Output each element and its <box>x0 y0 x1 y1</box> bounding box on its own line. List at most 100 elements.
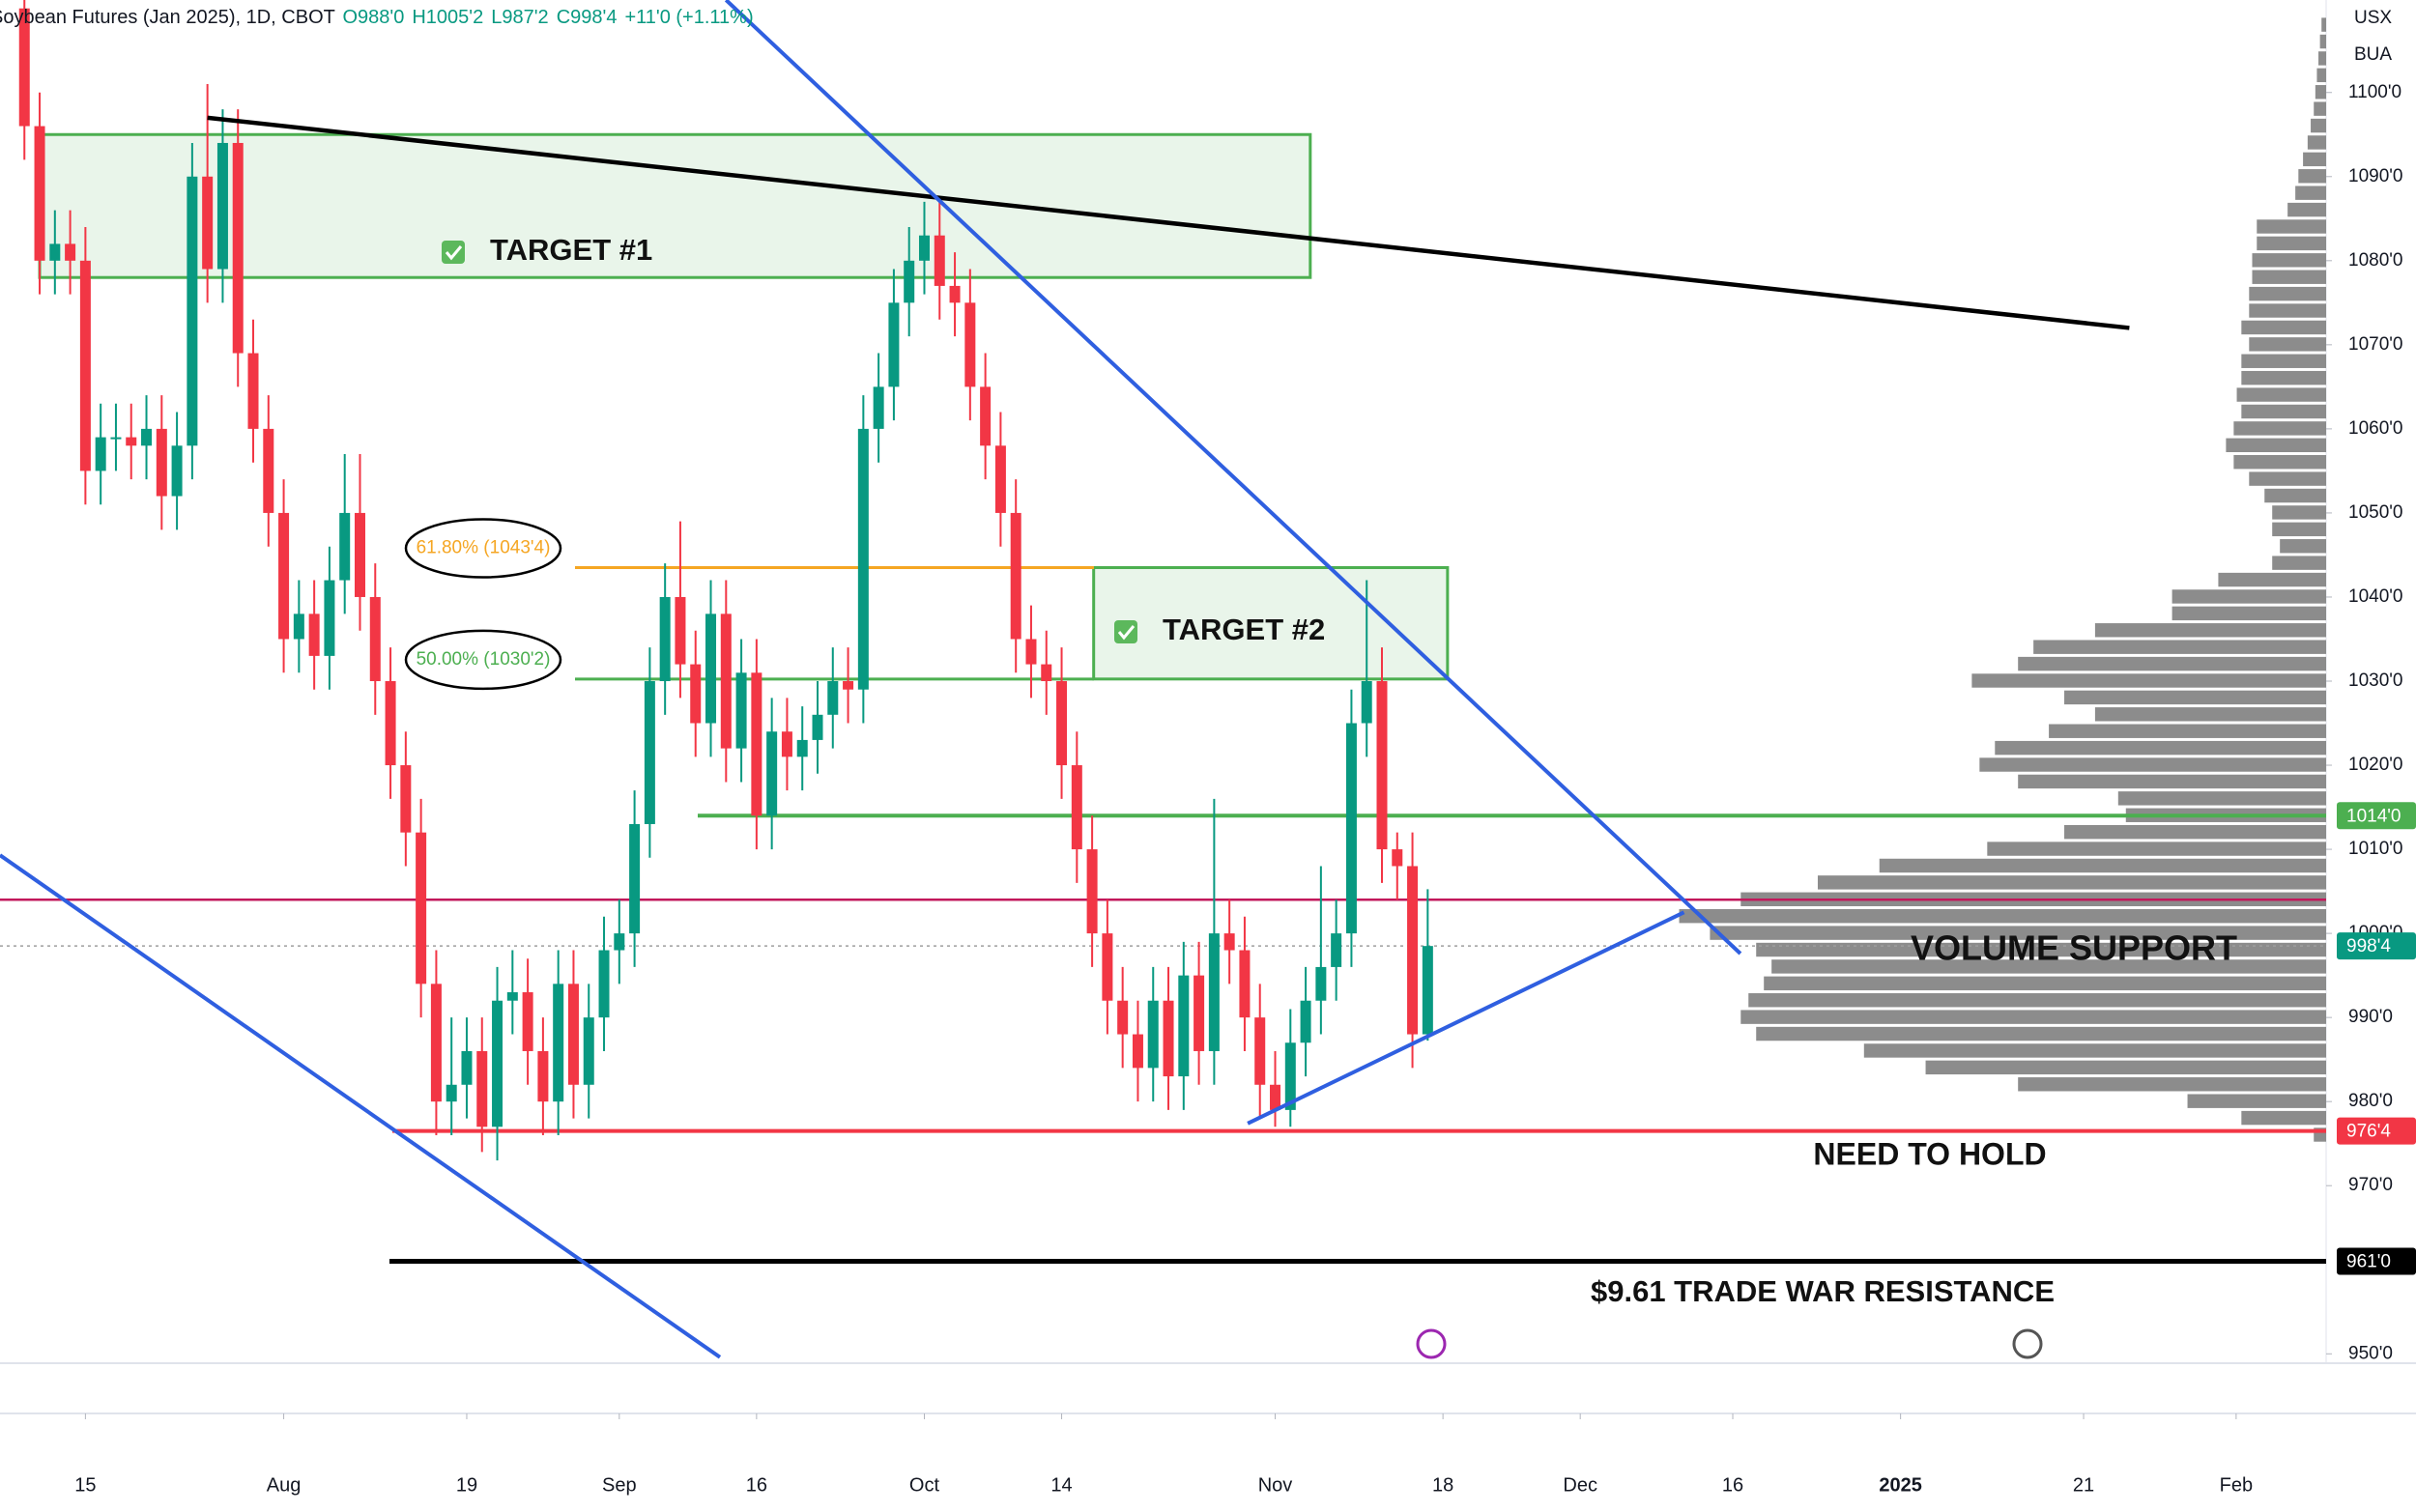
currency-label: USX <box>2354 8 2392 28</box>
candle-body <box>537 1050 549 1102</box>
candle-body <box>263 428 274 513</box>
candle-body <box>110 437 122 440</box>
ohlc-change: +11'0 (+1.11%) <box>624 7 753 28</box>
candle-body <box>430 984 442 1102</box>
volume-profile-bar <box>2049 724 2326 738</box>
candle-body <box>1147 1000 1159 1069</box>
y-tick-label: 1030'0 <box>2348 670 2402 691</box>
candle-body <box>1284 1042 1296 1110</box>
candle-body <box>827 681 839 715</box>
candle-body <box>1422 946 1433 1035</box>
annotation: $9.61 TRADE WAR RESISTANCE <box>1591 1274 2055 1308</box>
candle-body <box>964 302 976 387</box>
chart-title: Soybean Futures (Jan 2025), 1D, CBOT O988… <box>0 7 754 28</box>
volume-profile-bar <box>1748 993 2326 1008</box>
candle-body <box>522 992 533 1051</box>
candle-body <box>1361 681 1372 724</box>
candle-body <box>1041 664 1052 681</box>
volume-profile-bar <box>2241 320 2326 335</box>
level-label-box <box>2337 1117 2416 1145</box>
candle-body <box>79 260 91 471</box>
candle-body <box>675 596 686 665</box>
candle-body <box>812 714 823 740</box>
volume-profile-bar <box>2264 488 2326 503</box>
candle-body <box>888 302 900 387</box>
volume-profile-bar <box>2314 101 2326 116</box>
level-label: 961'0 <box>2346 1252 2391 1272</box>
x-tick-label: 18 <box>1432 1474 1453 1496</box>
candle-body <box>1223 933 1235 951</box>
x-tick-label: Oct <box>909 1474 940 1496</box>
candle-body <box>1407 866 1419 1035</box>
y-tick-label: 1100'0 <box>2348 82 2402 102</box>
volume-profile-bar <box>2033 640 2326 654</box>
volume-profile-bar <box>2018 656 2326 671</box>
volume-profile-bar <box>1879 858 2326 873</box>
candle-body <box>1194 975 1205 1051</box>
y-tick-label: 1080'0 <box>2348 250 2402 271</box>
trendline <box>724 0 1742 956</box>
volume-profile-bar <box>2272 522 2326 537</box>
checkbox-icon <box>442 241 465 264</box>
volume-profile-bar <box>2249 303 2326 318</box>
candle-body <box>1086 849 1098 934</box>
candle-body <box>339 512 351 581</box>
candle-body <box>1300 1000 1311 1043</box>
candle-body <box>187 176 198 446</box>
candle-body <box>446 1084 457 1102</box>
volume-profile-bar <box>2257 219 2326 234</box>
event-icon[interactable] <box>1416 1328 1447 1359</box>
candle-body <box>904 260 915 303</box>
x-tick-label: 2025 <box>1879 1474 1922 1496</box>
candle-body <box>65 243 76 261</box>
candle-body <box>690 664 702 724</box>
candle-body <box>1163 1000 1174 1077</box>
candle-body <box>796 739 808 757</box>
annotation: NEED TO HOLD <box>1813 1136 2046 1171</box>
candle-body <box>476 1050 488 1127</box>
candle-body <box>720 613 732 749</box>
volume-profile-bar <box>2064 690 2326 705</box>
volume-profile-bar <box>2287 202 2326 217</box>
y-tick-label: 1010'0 <box>2348 839 2402 859</box>
volume-profile-bar <box>2241 354 2326 368</box>
volume-profile-bar <box>1771 959 2326 974</box>
candle-body <box>873 386 884 429</box>
x-tick-label: Feb <box>2220 1474 2253 1496</box>
checkmark <box>1117 625 1136 641</box>
volume-profile-bar <box>2241 1110 2326 1126</box>
candle-body <box>216 142 228 270</box>
candle-body <box>385 681 396 766</box>
candle-body <box>278 512 290 640</box>
volume-profile-bar <box>2241 404 2326 419</box>
volume-profile-bar <box>2187 1094 2326 1108</box>
candle-body <box>354 512 365 597</box>
candle-body <box>751 672 762 816</box>
level-label: 976'4 <box>2346 1122 2391 1142</box>
x-tick-label: 16 <box>1722 1474 1743 1496</box>
volume-profile-bar <box>2241 370 2326 385</box>
candle-body <box>416 832 427 984</box>
candle-body <box>735 672 747 749</box>
candle-body <box>324 580 335 656</box>
volume-profile-bar <box>2218 572 2326 587</box>
volume-profile-bar <box>2272 505 2326 520</box>
y-tick-label: 1040'0 <box>2348 586 2402 607</box>
candle-body <box>247 353 259 429</box>
x-tick-label: Dec <box>1563 1474 1597 1496</box>
y-tick-label: 990'0 <box>2348 1007 2393 1027</box>
volume-profile-bar <box>1817 875 2326 890</box>
candle-body <box>843 681 854 690</box>
volume-profile-bar <box>1710 926 2326 940</box>
volume-profile-bar <box>2233 455 2326 470</box>
candle-body <box>1071 765 1082 850</box>
volume-profile-bar <box>2064 824 2326 840</box>
candle-body <box>308 613 320 656</box>
y-tick-label: 970'0 <box>2348 1175 2393 1195</box>
trendline <box>1247 910 1685 1126</box>
volume-profile-bar <box>1756 1026 2326 1041</box>
event-icon[interactable] <box>2012 1328 2043 1359</box>
candle-body <box>400 765 412 833</box>
candle-body <box>369 596 381 681</box>
candle-body <box>95 437 106 471</box>
